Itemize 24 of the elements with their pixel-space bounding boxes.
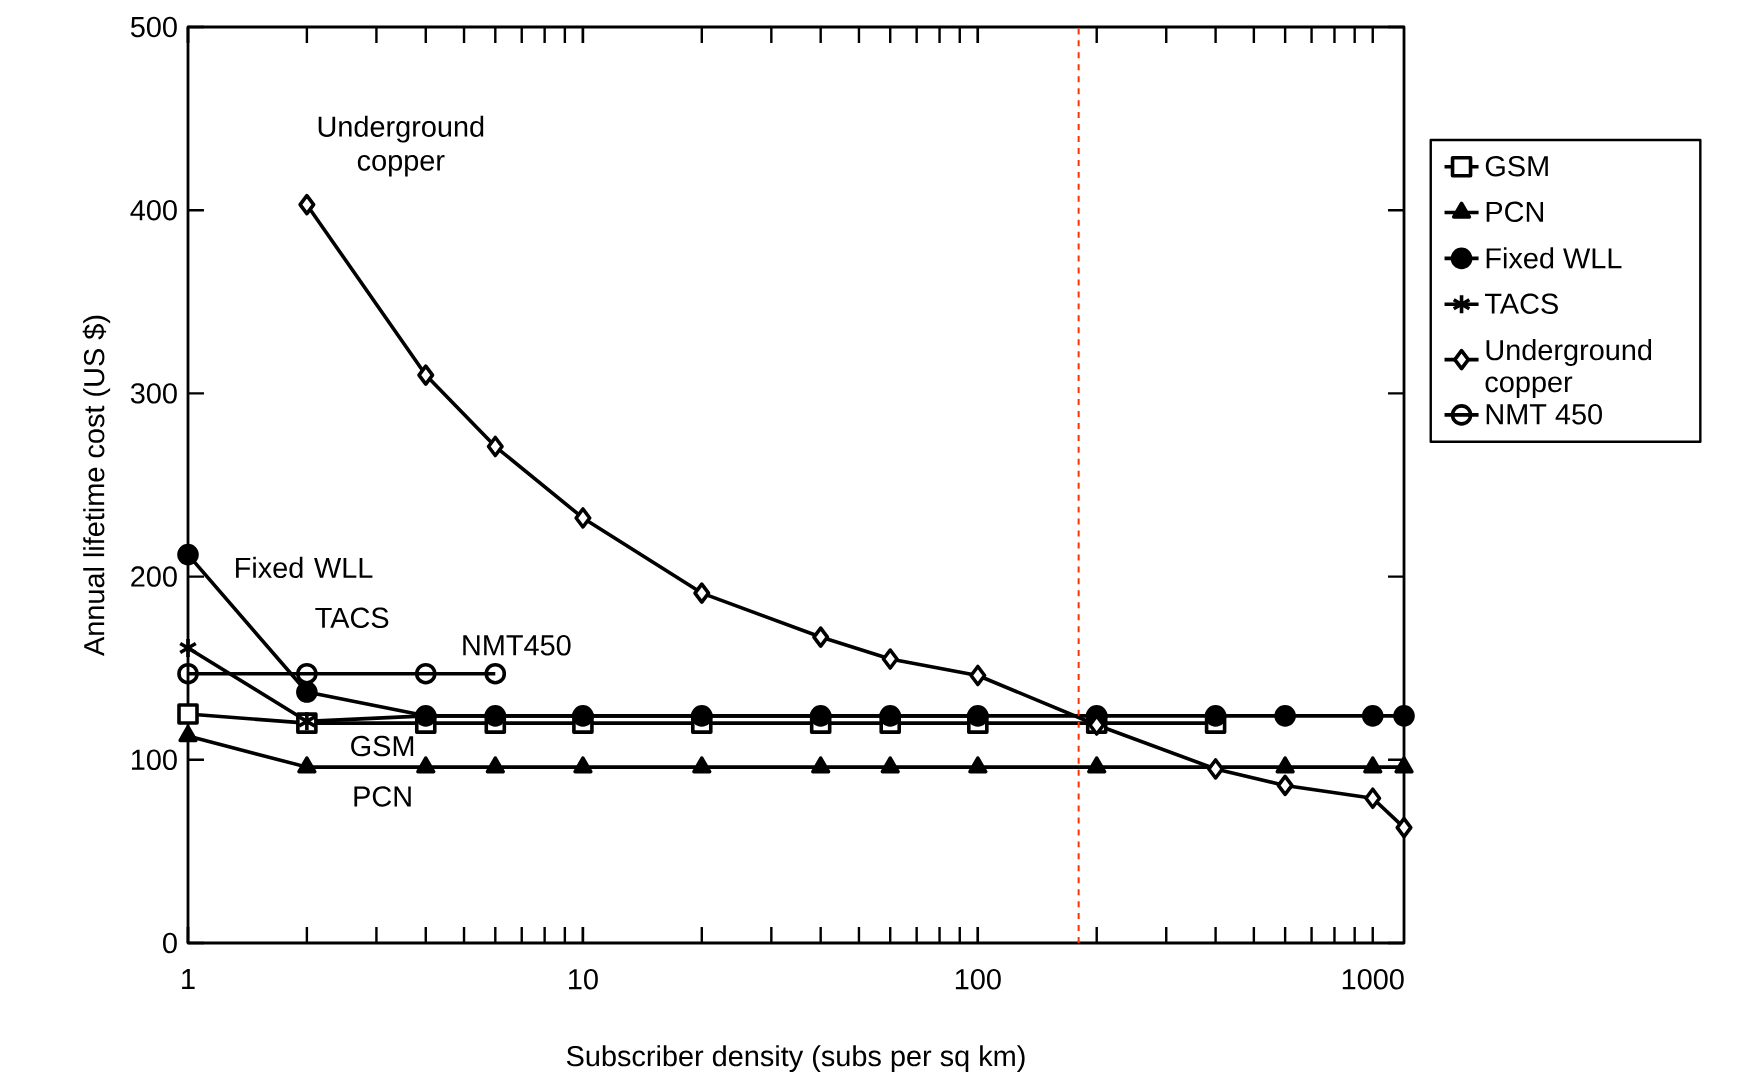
y-tick-label: 400 <box>130 199 177 221</box>
y-tick-label: 100 <box>131 749 177 771</box>
annotation: GSM <box>351 735 414 757</box>
annotation: PCN <box>354 786 411 807</box>
x-tick-label: 100 <box>955 969 1001 990</box>
legend-label: Underground copper <box>1485 339 1652 398</box>
legend-label: PCN <box>1486 201 1543 223</box>
annotation: Fixed WLL <box>236 556 373 579</box>
x-axis-title: Subscriber density (subs per sq km) <box>566 1045 1025 1073</box>
x-tick-label: 1 <box>182 969 195 989</box>
y-tick-label: 500 <box>130 16 177 38</box>
x-tick-label: 1000 <box>1342 969 1404 990</box>
y-axis-title: Annual lifetime cost (US $) <box>82 315 111 656</box>
x-tick-label: 10 <box>569 969 598 990</box>
y-tick-label: 0 <box>163 932 177 954</box>
annotation: NMT450 <box>463 635 571 656</box>
legend-label: Fixed WLL <box>1486 247 1622 269</box>
legend-label: GSM <box>1485 155 1548 177</box>
y-tick-label: 200 <box>131 566 177 587</box>
y-tick-label: 300 <box>130 383 177 404</box>
annotation: TACS <box>315 607 389 629</box>
annotation: Underground copper <box>318 115 484 177</box>
legend-label: TACS <box>1485 293 1558 314</box>
legend-label: NMT 450 <box>1486 403 1602 425</box>
